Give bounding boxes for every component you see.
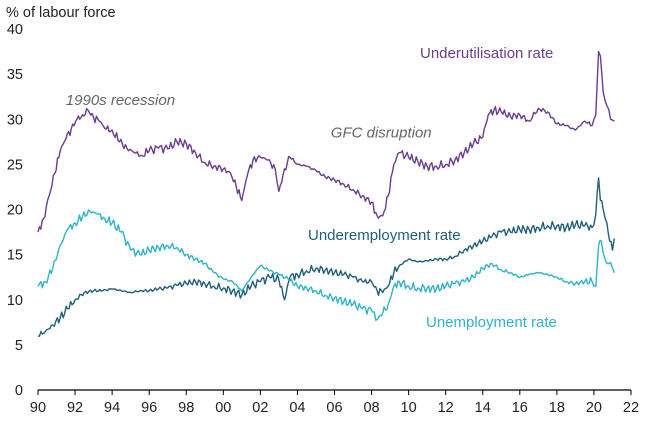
annotations: 1990s recession GFC disruption xyxy=(66,92,432,141)
x-tick-label: 20 xyxy=(586,400,602,416)
x-axis: 90 92 94 96 98 00 02 04 06 08 10 12 14 16 18 20 22 xyxy=(30,389,639,416)
x-tick-label: 22 xyxy=(623,400,639,416)
x-tick-label: 92 xyxy=(67,400,83,416)
series-line-underemployment xyxy=(37,177,615,337)
series-label-unemployment: Unemployment rate xyxy=(426,314,557,331)
x-tick-label: 98 xyxy=(178,400,194,416)
x-tick-label: 06 xyxy=(326,400,342,416)
series-label-underemployment: Underemployment rate xyxy=(308,227,461,244)
series-lines xyxy=(37,50,615,337)
y-tick-label: 20 xyxy=(7,203,23,219)
series-label-underutilisation: Underutilisation rate xyxy=(420,45,553,62)
x-tick-label: 04 xyxy=(289,400,305,416)
x-tick-label: 08 xyxy=(363,400,379,416)
x-tick-label: 02 xyxy=(252,400,268,416)
y-tick-label: 15 xyxy=(7,248,23,264)
y-tick-label: 35 xyxy=(7,67,23,83)
y-axis-ticks: 0 5 10 15 20 25 30 35 40 xyxy=(7,22,23,399)
x-tick-label: 90 xyxy=(30,400,46,416)
y-tick-label: 40 xyxy=(7,22,23,38)
x-tick-label: 16 xyxy=(512,400,528,416)
y-tick-label: 5 xyxy=(15,338,23,354)
y-tick-label: 0 xyxy=(15,383,23,399)
series-labels: Underutilisation rate Underemployment ra… xyxy=(308,45,557,331)
y-tick-label: 10 xyxy=(7,293,23,309)
x-tick-label: 18 xyxy=(549,400,565,416)
x-tick-label: 10 xyxy=(401,400,417,416)
series-line-unemployment xyxy=(37,209,615,321)
y-tick-label: 25 xyxy=(7,157,23,173)
annotation-1990s-recession: 1990s recession xyxy=(66,92,175,109)
x-tick-label: 96 xyxy=(141,400,157,416)
series-line-underutilisation xyxy=(37,50,615,233)
x-tick-label: 12 xyxy=(438,400,454,416)
x-tick-label: 94 xyxy=(104,400,120,416)
y-tick-label: 30 xyxy=(7,112,23,128)
x-tick-label: 14 xyxy=(475,400,491,416)
y-axis-title: % of labour force xyxy=(6,5,116,21)
x-tick-label: 00 xyxy=(215,400,231,416)
annotation-gfc-disruption: GFC disruption xyxy=(331,124,432,141)
